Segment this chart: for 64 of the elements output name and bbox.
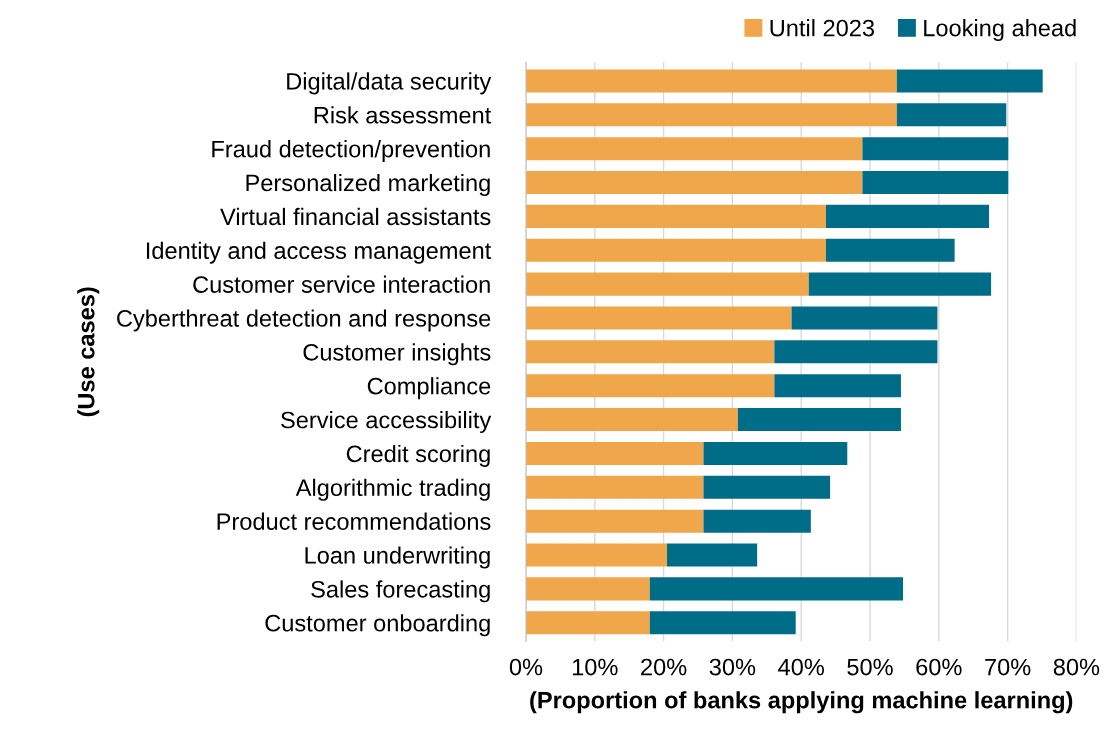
y-tick-label: Compliance (367, 377, 491, 400)
bar (862, 137, 1009, 161)
y-tick-label: Risk assessment (314, 106, 492, 124)
bar (896, 103, 1007, 127)
bar (525, 238, 826, 262)
bar (525, 475, 704, 499)
x-tick-label: 0% (509, 658, 543, 676)
bar (649, 611, 796, 635)
y-tick-label: Product recommendations (217, 512, 491, 530)
x-axis-title: (Proportion of banks applying machine learning) (530, 691, 1073, 714)
y-axis-title: (Use cases) (77, 287, 100, 417)
legend-label: Until 2023 (770, 19, 875, 37)
x-tick-label: 20% (641, 658, 687, 676)
bar (525, 441, 704, 465)
bar (525, 543, 668, 567)
y-tick-label: Service accessibility (281, 411, 492, 434)
bar (525, 408, 738, 432)
x-tick-label: 30% (709, 658, 756, 676)
x-tick-label: 80% (1053, 658, 1100, 676)
bar (825, 204, 990, 228)
bar (774, 340, 938, 364)
y-tick-label: Algorithmic trading (295, 478, 490, 501)
y-tick-label: Personalized marketing (246, 173, 490, 196)
y-tick-label: Virtual financial assistants (220, 207, 491, 226)
bar (525, 611, 650, 635)
y-tick-label: Customer insights (303, 343, 491, 366)
x-tick-label: 50% (847, 658, 893, 676)
y-tick-label: Fraud detection/prevention (212, 140, 490, 163)
x-tick-label: 40% (778, 658, 824, 676)
y-tick-label: Identity and access management (146, 241, 492, 264)
bar (774, 374, 901, 398)
y-tick-label: Digital/data security (287, 72, 492, 95)
y-tick-label: Customer service interaction (193, 275, 490, 293)
bar (525, 306, 792, 330)
y-tick-label: Customer onboarding (265, 614, 490, 637)
bar (791, 306, 938, 330)
bar (649, 577, 904, 601)
bar (808, 272, 992, 296)
x-tick-label: 70% (985, 658, 1031, 676)
bar (525, 509, 704, 533)
bar (703, 475, 831, 499)
bar (703, 509, 811, 533)
bar (525, 103, 897, 127)
bar (525, 340, 775, 364)
bar (703, 441, 848, 465)
bar (525, 69, 897, 93)
legend-label: Looking ahead (924, 19, 1076, 42)
y-tick-label: Sales forecasting (311, 580, 490, 603)
bar (896, 69, 1043, 93)
bar (825, 238, 955, 262)
bar (525, 374, 775, 398)
bar (525, 137, 863, 161)
bar (862, 171, 1009, 195)
y-tick-label: Credit scoring (346, 444, 490, 467)
x-tick-label: 60% (916, 658, 962, 676)
bar (525, 204, 826, 228)
bar (525, 171, 863, 195)
y-tick-label: Cyberthreat detection and response (117, 309, 491, 332)
bar (667, 543, 758, 567)
y-tick-label: Loan underwriting (305, 546, 490, 569)
bar (525, 272, 809, 296)
bar (525, 577, 650, 601)
bar (737, 408, 901, 432)
x-tick-label: 10% (572, 658, 618, 676)
